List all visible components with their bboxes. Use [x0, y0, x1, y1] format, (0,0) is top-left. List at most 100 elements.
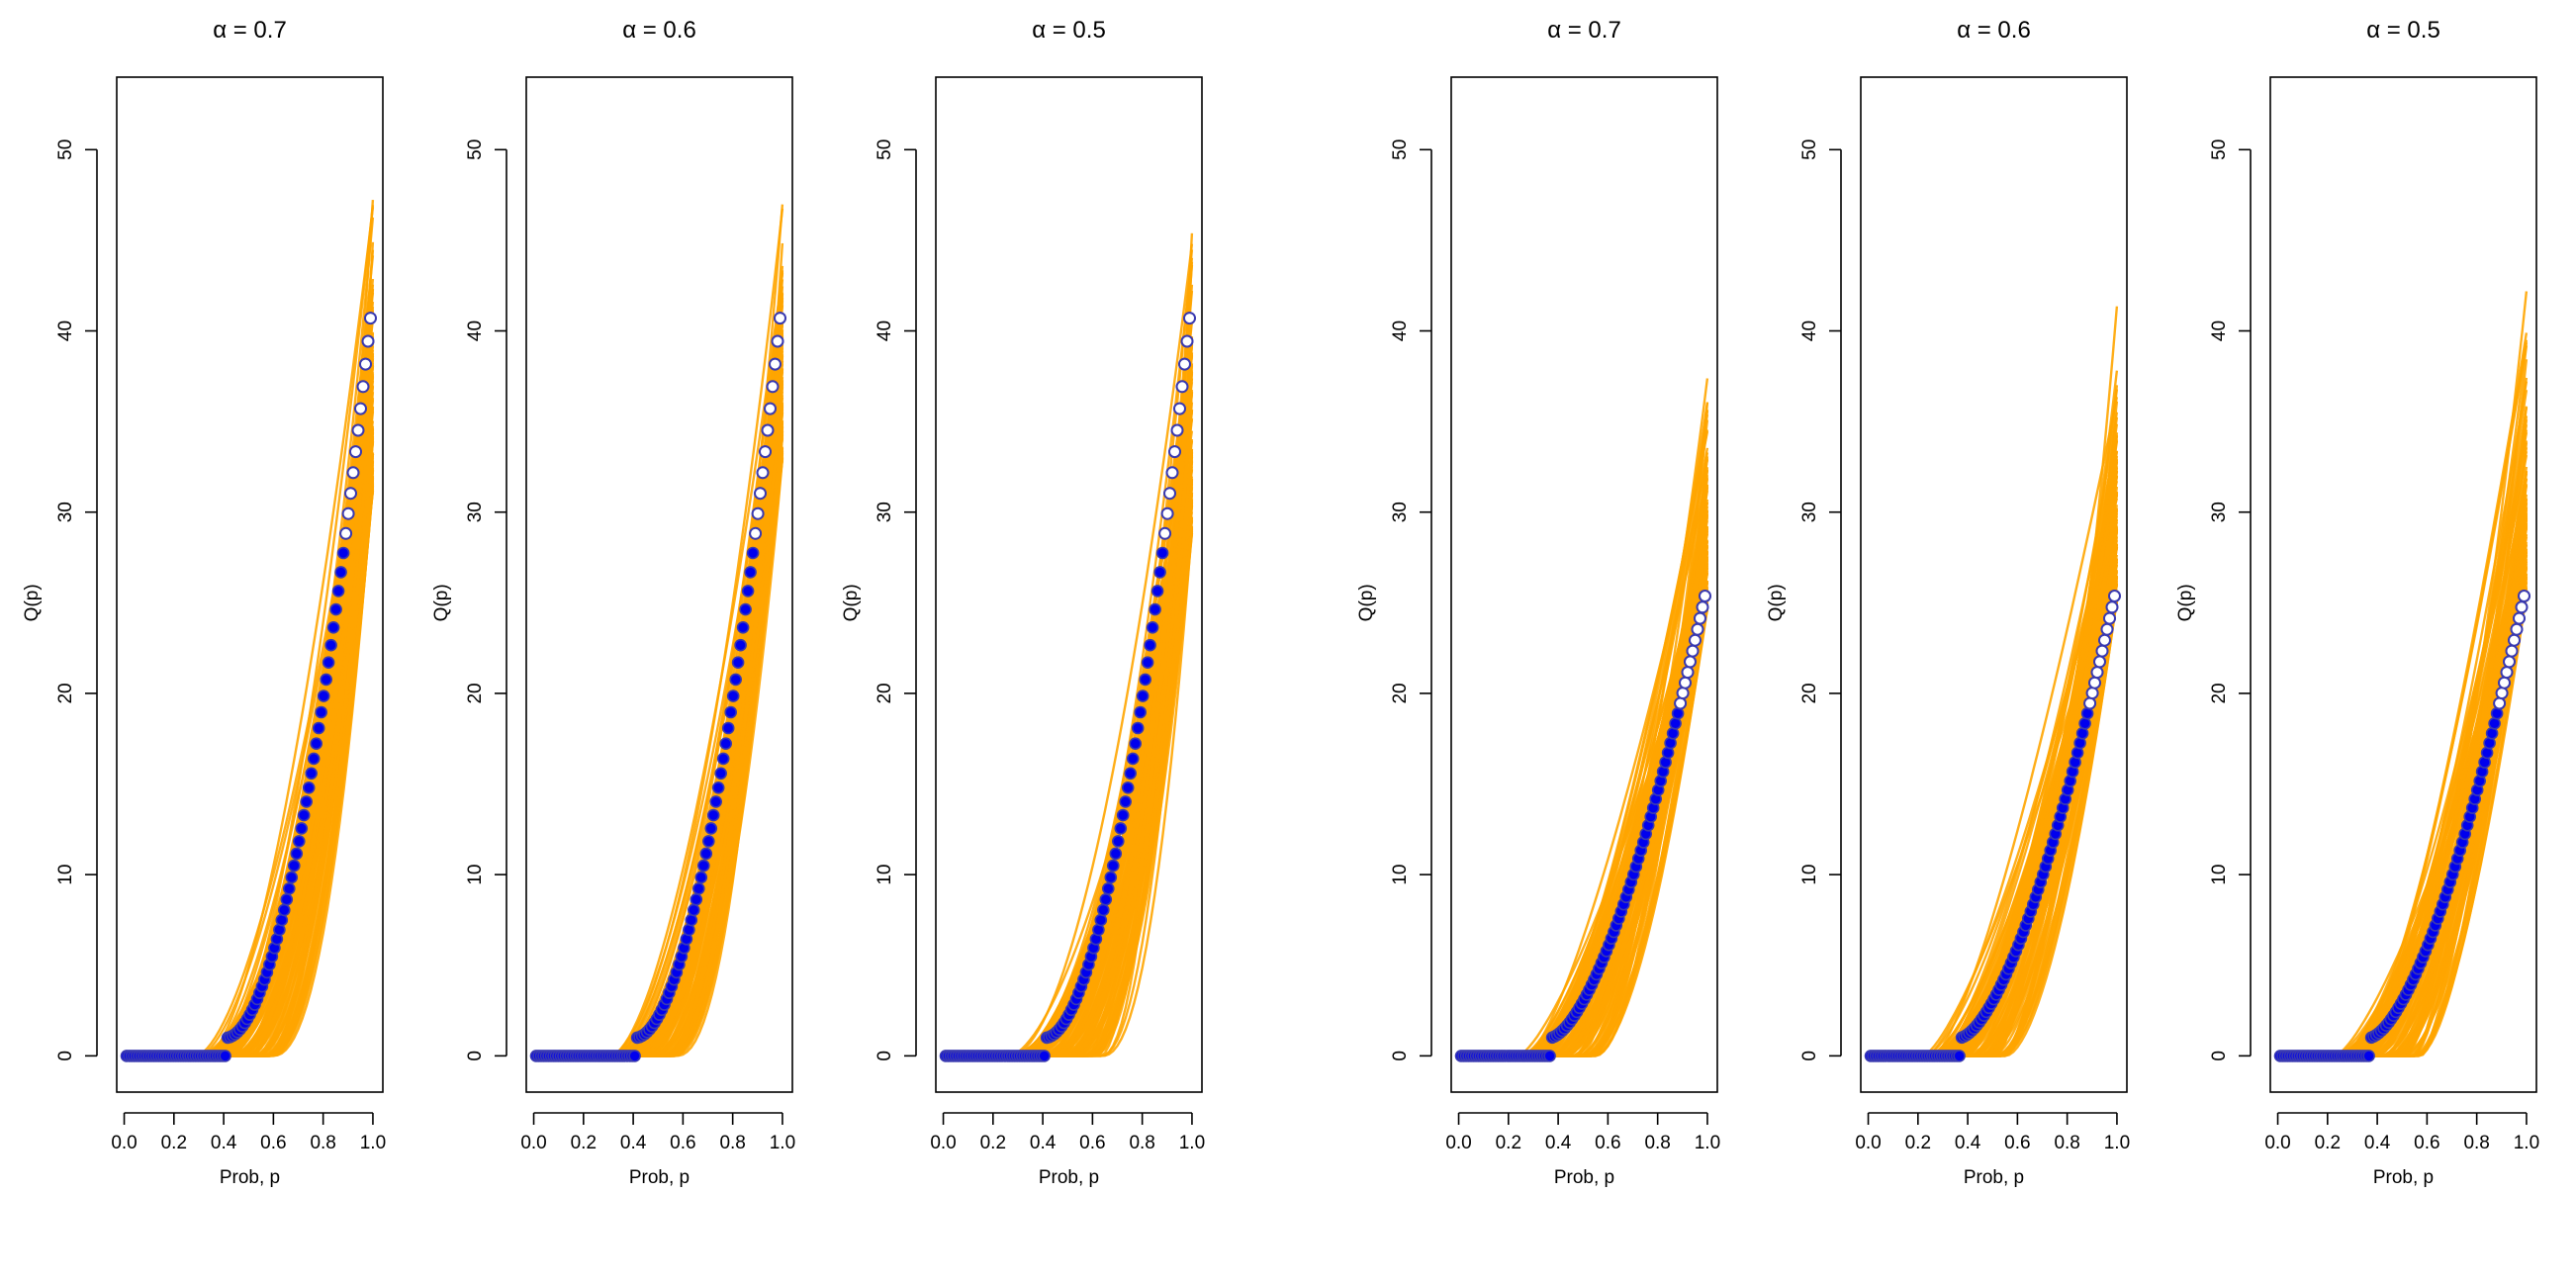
x-axis-label: Prob, p: [1964, 1167, 2024, 1188]
observed-point: [310, 737, 323, 751]
y-tick-label: 0: [1799, 1051, 1820, 1061]
plot-area: [1864, 306, 2121, 1062]
y-tick-label: 40: [2209, 321, 2230, 341]
y-tick-label: 40: [55, 321, 76, 341]
observed-point: [1139, 673, 1151, 687]
observed-point: [1146, 620, 1159, 634]
observed-point: [724, 705, 738, 719]
observed-point-open: [356, 380, 370, 394]
x-tick-label: 0.4: [211, 1133, 237, 1153]
y-axis-label: Q(p): [2175, 584, 2196, 621]
observed-point: [1155, 546, 1169, 560]
observed-point-open: [759, 445, 772, 459]
chart-panel-4: α = 0.7 0.0 0.2 0.4 0.6 0.8 1.0 Prob, p 0 10 20 30 4…: [1356, 17, 1720, 1188]
observed-point-open: [361, 334, 375, 348]
x-tick-label: 0.0: [1855, 1133, 1881, 1153]
observed-point: [285, 871, 299, 884]
y-tick-label: 30: [1390, 502, 1411, 522]
x-tick-label: 0.8: [310, 1133, 335, 1153]
observed-point: [706, 808, 720, 822]
y-tick-label: 50: [1390, 139, 1411, 160]
x-tick-label: 0.8: [1644, 1133, 1670, 1153]
observed-point-open: [1178, 357, 1191, 371]
observed-point: [275, 913, 289, 927]
observed-point-open: [2090, 666, 2104, 680]
y-tick-label: 0: [55, 1051, 76, 1061]
observed-point: [690, 892, 703, 906]
observed-point-open: [1183, 312, 1196, 325]
observed-point-open: [1681, 666, 1695, 680]
observed-point: [329, 602, 342, 616]
x-tick-label: 0.8: [2463, 1133, 2489, 1153]
observed-point: [687, 903, 700, 917]
observed-point-open: [2493, 696, 2507, 710]
observed-point-open: [341, 506, 355, 520]
plot-area: [1454, 378, 1711, 1062]
observed-point: [1150, 585, 1164, 597]
panel-title: α = 0.7: [213, 17, 287, 44]
x-tick-label: 0.8: [719, 1133, 745, 1153]
y-tick-label: 20: [465, 683, 486, 703]
observed-point: [691, 881, 705, 895]
x-tick-label: 0.4: [1545, 1133, 1572, 1153]
observed-point-open: [1180, 334, 1194, 348]
observed-point-open: [1684, 655, 1697, 669]
y-tick-label: 50: [55, 139, 76, 160]
observed-point: [734, 638, 747, 652]
y-tick-label: 10: [1799, 865, 1820, 885]
y-tick-label: 40: [1390, 321, 1411, 341]
observed-point-open: [346, 466, 360, 480]
x-tick-label: 0.6: [2004, 1133, 2030, 1153]
y-tick-label: 0: [2209, 1051, 2230, 1061]
observed-point-open: [344, 487, 357, 501]
observed-point: [694, 871, 708, 884]
plot-frame: [2269, 76, 2537, 1093]
y-tick-label: 50: [1799, 139, 1820, 160]
y-tick-label: 20: [874, 683, 895, 703]
observed-point-open: [2100, 622, 2114, 636]
x-tick-label: 0.4: [1955, 1133, 1981, 1153]
x-axis-label: Prob, p: [220, 1167, 280, 1188]
x-tick-label: 0.6: [260, 1133, 286, 1153]
x-tick-label: 0.0: [2264, 1133, 2290, 1153]
chart-panel-6: α = 0.5 0.0 0.2 0.4 0.6 0.8 1.0 Prob, p 0 10 20 30 4…: [2175, 17, 2539, 1188]
plot-frame: [935, 76, 1203, 1093]
x-tick-label: 0.2: [980, 1133, 1006, 1153]
plot-frame: [116, 76, 384, 1093]
x-tick-label: 1.0: [2514, 1133, 2539, 1153]
observed-point-open: [769, 357, 782, 371]
observed-point: [305, 767, 319, 781]
y-tick-label: 10: [2209, 865, 2230, 885]
panel-title: α = 0.6: [1957, 17, 2031, 44]
observed-point: [320, 673, 333, 687]
observed-point: [1119, 795, 1132, 808]
observed-point-open: [351, 423, 365, 437]
observed-point: [704, 822, 718, 835]
panel-title: α = 0.5: [2366, 17, 2440, 44]
y-tick-label: 10: [874, 865, 895, 885]
plot-area: [2273, 291, 2530, 1062]
observed-point-open: [2083, 696, 2097, 710]
observed-point: [746, 546, 760, 560]
observed-point-open: [339, 526, 353, 540]
y-axis-label: Q(p): [1356, 584, 1377, 621]
y-tick-label: 40: [465, 321, 486, 341]
x-tick-label: 0.6: [1079, 1133, 1105, 1153]
x-tick-label: 1.0: [1179, 1133, 1205, 1153]
observed-point-open: [1691, 622, 1704, 636]
observed-point: [1097, 903, 1110, 917]
y-tick-label: 20: [55, 683, 76, 703]
observed-point-open: [1674, 696, 1688, 710]
x-tick-label: 0.4: [1030, 1133, 1057, 1153]
y-tick-label: 50: [465, 139, 486, 160]
observed-point: [1126, 752, 1140, 766]
observed-point: [277, 903, 291, 917]
observed-point: [736, 620, 750, 634]
observed-point-open: [2495, 687, 2509, 700]
observed-point: [628, 1050, 641, 1062]
observed-point: [292, 835, 306, 848]
observed-point: [719, 737, 733, 751]
observed-point: [331, 585, 345, 597]
x-tick-label: 0.4: [620, 1133, 647, 1153]
observed-point: [1094, 913, 1108, 927]
